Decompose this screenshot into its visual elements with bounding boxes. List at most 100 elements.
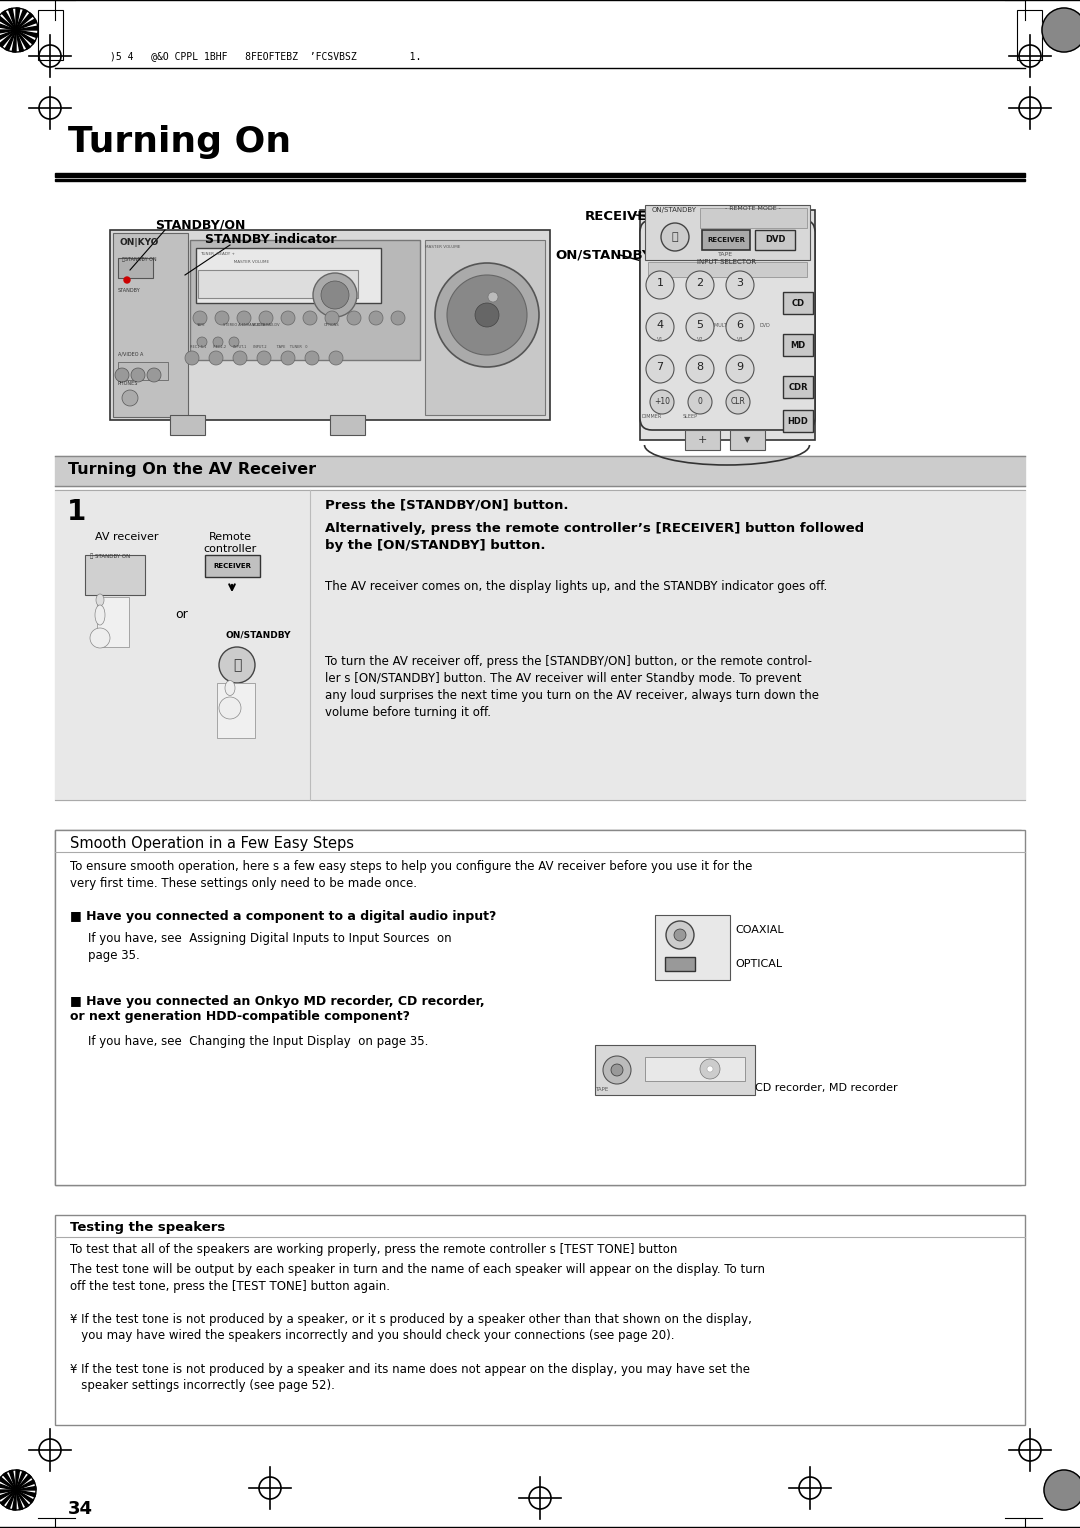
Bar: [700, 208, 807, 228]
Wedge shape: [16, 1487, 36, 1490]
Text: 5: 5: [697, 319, 703, 330]
Bar: [665, 957, 696, 970]
Circle shape: [215, 312, 229, 325]
Circle shape: [726, 313, 754, 341]
Text: V3: V3: [737, 338, 743, 342]
Text: Turning On the AV Receiver: Turning On the AV Receiver: [68, 461, 316, 477]
Ellipse shape: [95, 605, 105, 625]
Text: CLR: CLR: [730, 397, 745, 406]
Text: V2: V2: [697, 338, 703, 342]
Text: MASTER VOLUME: MASTER VOLUME: [200, 260, 269, 264]
Text: 9: 9: [737, 362, 743, 371]
Text: )5 4   @&O CPPL 1BHF   8FEOFTEBZ  ’FCSVBSZ         1.: )5 4 @&O CPPL 1BHF 8FEOFTEBZ ’FCSVBSZ 1.: [110, 50, 421, 61]
Text: STEREO A-ENHANCED A: STEREO A-ENHANCED A: [222, 322, 265, 327]
Text: RECEIVER: RECEIVER: [585, 209, 658, 223]
Bar: [55, 830, 1025, 1186]
Text: MASTER VOLUME: MASTER VOLUME: [426, 244, 460, 249]
Circle shape: [237, 312, 251, 325]
Ellipse shape: [96, 594, 104, 607]
Circle shape: [233, 351, 247, 365]
Circle shape: [666, 921, 694, 949]
Bar: [755, 231, 795, 251]
Bar: [170, 416, 205, 435]
Bar: [685, 429, 720, 451]
Wedge shape: [9, 1470, 16, 1490]
Text: SLEEP: SLEEP: [683, 414, 698, 419]
Circle shape: [674, 929, 686, 941]
Bar: [55, 490, 1025, 801]
Text: Testing the speakers: Testing the speakers: [70, 1221, 226, 1235]
Bar: [38, 11, 63, 60]
Text: ON/STANDBY: ON/STANDBY: [225, 630, 291, 639]
Circle shape: [1044, 1470, 1080, 1510]
Circle shape: [197, 338, 207, 347]
Text: INPUT SELECTOR: INPUT SELECTOR: [698, 260, 757, 264]
Circle shape: [122, 390, 138, 406]
Wedge shape: [16, 18, 37, 31]
Text: 7: 7: [657, 362, 663, 371]
Text: TAPE: TAPE: [718, 252, 733, 257]
Text: 0: 0: [698, 397, 702, 406]
Circle shape: [369, 312, 383, 325]
Circle shape: [313, 274, 357, 316]
Wedge shape: [1, 1490, 16, 1505]
Circle shape: [447, 275, 527, 354]
Text: OPTIONS: OPTIONS: [324, 322, 340, 327]
Wedge shape: [16, 1490, 36, 1497]
Bar: [55, 1215, 1025, 1426]
Bar: [330, 416, 365, 435]
Text: ⏻: ⏻: [233, 659, 241, 672]
Wedge shape: [0, 1478, 16, 1490]
Text: Alternatively, press the remote controller’s [RECEIVER] button followed
by the [: Alternatively, press the remote controll…: [325, 523, 864, 552]
Text: PHONES: PHONES: [118, 380, 138, 387]
Circle shape: [185, 351, 199, 365]
Text: ON|KYO: ON|KYO: [120, 238, 160, 248]
Circle shape: [726, 354, 754, 384]
Text: DIMMER: DIMMER: [642, 414, 662, 419]
Text: V1: V1: [657, 338, 663, 342]
Circle shape: [726, 270, 754, 299]
Text: OPTICAL: OPTICAL: [735, 960, 782, 969]
Circle shape: [281, 351, 295, 365]
Circle shape: [147, 368, 161, 382]
Bar: [640, 209, 815, 440]
Bar: [97, 597, 129, 646]
Circle shape: [257, 351, 271, 365]
Wedge shape: [0, 31, 16, 34]
Wedge shape: [0, 1484, 16, 1490]
Text: 1: 1: [67, 498, 86, 526]
Text: TUNER: TUNER: [691, 368, 708, 374]
Text: CDR: CDR: [788, 382, 808, 391]
Wedge shape: [0, 31, 16, 41]
Wedge shape: [16, 31, 24, 52]
Text: AUDIO MAX-DV: AUDIO MAX-DV: [253, 322, 280, 327]
Text: - REMOTE MODE -: - REMOTE MODE -: [725, 206, 781, 211]
Circle shape: [114, 368, 129, 382]
Wedge shape: [12, 31, 16, 52]
Circle shape: [435, 263, 539, 367]
Text: 34: 34: [68, 1500, 93, 1517]
Text: or: or: [175, 608, 188, 620]
Text: The AV receiver comes on, the display lights up, and the STANDBY indicator goes : The AV receiver comes on, the display li…: [325, 581, 827, 593]
Wedge shape: [5, 31, 16, 50]
Wedge shape: [2, 11, 16, 31]
Circle shape: [325, 312, 339, 325]
Circle shape: [281, 312, 295, 325]
Circle shape: [611, 1063, 623, 1076]
Bar: [198, 270, 357, 298]
Text: 3: 3: [737, 278, 743, 287]
Text: 8: 8: [697, 362, 703, 371]
Circle shape: [688, 390, 712, 414]
Text: CD: CD: [792, 298, 805, 307]
Wedge shape: [16, 1490, 33, 1504]
Circle shape: [707, 1067, 713, 1073]
Bar: [217, 683, 255, 738]
Circle shape: [219, 646, 255, 683]
Text: ⓈSTANDBY ON: ⓈSTANDBY ON: [122, 257, 157, 261]
Bar: [195, 248, 381, 303]
Text: RECEIVER: RECEIVER: [707, 237, 745, 243]
Text: Ⓢ STANDBY ON: Ⓢ STANDBY ON: [90, 553, 131, 559]
Text: STANDBY/ON: STANDBY/ON: [156, 219, 245, 231]
Wedge shape: [3, 1473, 16, 1490]
Ellipse shape: [219, 697, 241, 720]
